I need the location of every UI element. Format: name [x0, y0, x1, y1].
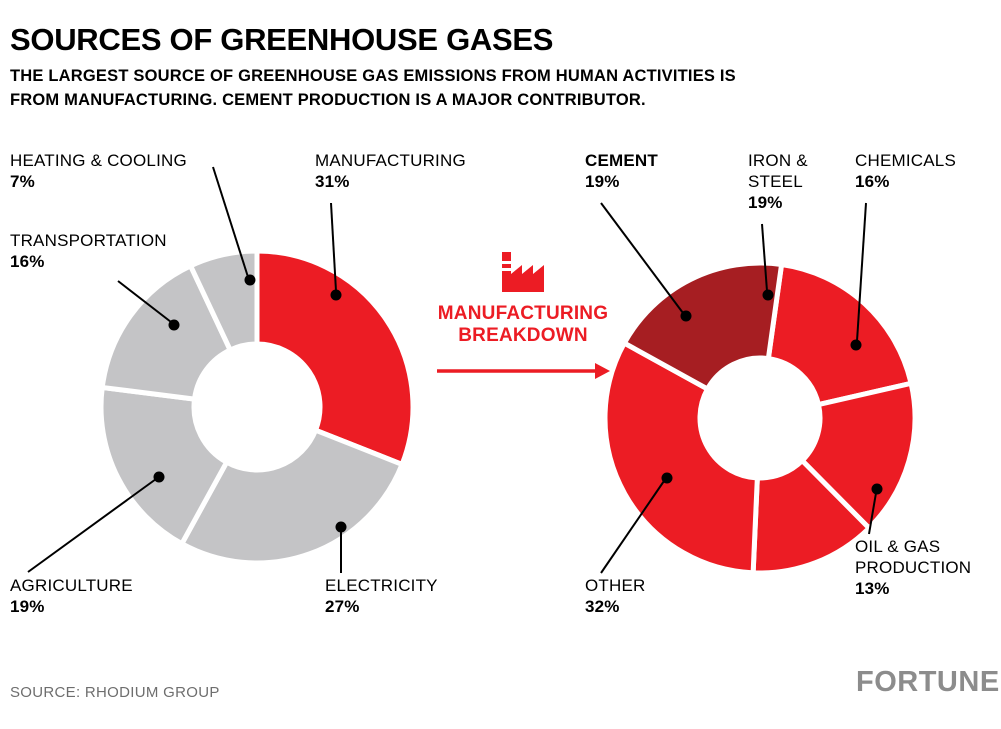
label-electricity: ELECTRICITY 27% [325, 575, 525, 617]
slice-dot-agriculture [153, 471, 165, 483]
slice-electricity [178, 426, 406, 566]
donut-chart-sources [98, 248, 416, 566]
label-cement-pct: 19% [585, 172, 620, 191]
label-manufacturing-pct: 31% [315, 172, 350, 191]
slice-chemicals [798, 380, 918, 532]
label-agriculture-pct: 19% [10, 597, 45, 616]
label-agriculture: AGRICULTURE 19% [10, 575, 210, 617]
subtitle: THE LARGEST SOURCE OF GREENHOUSE GAS EMI… [10, 64, 736, 112]
slice-dot-iron-steel [762, 289, 774, 301]
label-heating-cooling-name: HEATING & COOLING [10, 151, 187, 170]
slice-agriculture [98, 384, 231, 548]
leader-line-manufacturing [330, 202, 337, 292]
leader-line-cement [600, 202, 684, 314]
label-chemicals: CHEMICALS 16% [855, 150, 985, 192]
slice-other [602, 339, 760, 576]
factory-icon [502, 252, 544, 292]
label-oil-gas-name: OIL & GAS PRODUCTION [855, 537, 972, 577]
label-heating-cooling: HEATING & COOLING 7% [10, 150, 240, 192]
slice-dot-oil-gas [871, 483, 883, 495]
label-transportation-name: TRANSPORTATION [10, 231, 167, 250]
slice-dot-manufacturing [330, 289, 342, 301]
slice-transportation [99, 262, 234, 402]
leader-line-heating-cooling [212, 166, 249, 278]
slice-heating-cooling [187, 248, 260, 354]
arrowhead-icon [595, 363, 610, 379]
slice-dot-other [661, 472, 673, 484]
label-cement-name: CEMENT [585, 151, 658, 170]
label-oil-gas-pct: 13% [855, 579, 890, 598]
subtitle-line-1: THE LARGEST SOURCE OF GREENHOUSE GAS EMI… [10, 67, 736, 85]
label-manufacturing: MANUFACTURING 31% [315, 150, 515, 192]
label-chemicals-pct: 16% [855, 172, 890, 191]
label-other-pct: 32% [585, 597, 620, 616]
slice-dot-transportation [168, 319, 180, 331]
label-oil-gas: OIL & GAS PRODUCTION 13% [855, 536, 972, 599]
label-agriculture-name: AGRICULTURE [10, 576, 133, 595]
slice-dot-heating-cooling [244, 274, 256, 286]
label-electricity-pct: 27% [325, 597, 360, 616]
label-iron-steel-name: IRON & STEEL [748, 151, 808, 191]
slice-iron-steel [765, 261, 915, 408]
breakdown-arrow [437, 363, 610, 379]
leader-line-agriculture [27, 478, 157, 573]
fortune-logo: FORTUNE [856, 666, 1000, 698]
slice-dots [153, 274, 883, 533]
label-transportation: TRANSPORTATION 16% [10, 230, 210, 272]
page-title: SOURCES OF GREENHOUSE GASES [10, 22, 554, 57]
slice-dot-electricity [335, 521, 347, 533]
label-iron-steel: IRON & STEEL 19% [748, 150, 826, 213]
label-iron-steel-pct: 19% [748, 193, 783, 212]
slice-dot-cement [680, 310, 692, 322]
source-credit: SOURCE: RHODIUM GROUP [10, 684, 220, 701]
subtitle-line-2: FROM MANUFACTURING. CEMENT PRODUCTION IS… [10, 91, 646, 109]
label-heating-cooling-pct: 7% [10, 172, 35, 191]
leader-line-chemicals [856, 202, 867, 342]
leader-lines [27, 166, 877, 574]
leader-line-other [600, 480, 665, 574]
label-other-name: OTHER [585, 576, 646, 595]
slice-dot-chemicals [850, 339, 862, 351]
label-transportation-pct: 16% [10, 252, 45, 271]
label-chemicals-name: CHEMICALS [855, 151, 956, 170]
label-other: OTHER 32% [585, 575, 705, 617]
label-electricity-name: ELECTRICITY [325, 576, 438, 595]
label-cement: CEMENT 19% [585, 150, 715, 192]
slice-cement [620, 260, 785, 393]
leader-line-oil-gas [868, 492, 877, 535]
breakdown-arrow-label: MANUFACTURING BREAKDOWN [437, 303, 609, 346]
leader-line-iron-steel [761, 223, 768, 292]
slice-oil-gas-production [750, 457, 873, 576]
donut-chart-manufacturing-breakdown [602, 260, 918, 576]
label-manufacturing-name: MANUFACTURING [315, 151, 466, 170]
leader-line-transportation [117, 280, 172, 323]
